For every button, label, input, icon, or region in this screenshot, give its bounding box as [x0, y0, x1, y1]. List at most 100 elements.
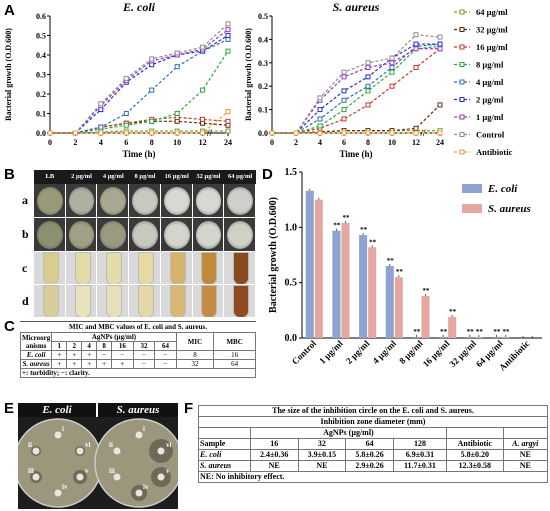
photo-row-label: a [22, 193, 28, 207]
culture-well-photo [192, 184, 225, 218]
culture-well-photo [192, 218, 225, 252]
chart-title: E. coli [122, 0, 156, 14]
y-tick-label: 0.5 [36, 32, 46, 41]
x-axis-label: Time (h) [122, 149, 155, 159]
significance-mark: ** [343, 214, 351, 222]
y-tick-label: 0.5 [258, 12, 268, 21]
culture-tube-photo [224, 252, 256, 285]
culture-tube-photo [97, 252, 130, 285]
panel-label-a: A [4, 2, 15, 19]
mic-cell: − [154, 350, 177, 360]
plate-title-ecoli: E. coli [18, 403, 96, 417]
legend-label-3: 8 µg/ml [476, 60, 504, 70]
panel-label-c: C [4, 318, 15, 335]
x-tick-label: 12 [199, 138, 207, 147]
y-tick-label: 0.2 [258, 82, 268, 91]
legend-marker-1 [459, 27, 465, 32]
mic-conc-header: 16 [111, 341, 134, 351]
series-line-1 [272, 104, 441, 134]
data-point [98, 130, 104, 136]
mic-cell: − [154, 359, 177, 369]
chart-title: S. aureus [333, 0, 380, 14]
agar-well [135, 431, 143, 439]
photo-column-label: 16 µg/ml [164, 173, 189, 180]
significance-mark: ** [449, 308, 457, 316]
legend-label-1: 32 µg/ml [476, 25, 508, 35]
legend-label-2: 16 µg/ml [476, 42, 508, 52]
zone-value: 5.8±0.20 [446, 449, 504, 461]
data-point [389, 55, 395, 61]
zone-column-header: 16 [249, 438, 299, 450]
data-point [389, 130, 395, 136]
data-point [437, 41, 443, 47]
data-point [437, 102, 443, 108]
photo-column-label: 4 µg/ml [102, 173, 124, 180]
series-line-5 [272, 43, 440, 134]
data-point [413, 64, 419, 70]
data-point [341, 69, 347, 75]
data-point [413, 46, 419, 52]
series-line-2 [50, 116, 229, 134]
mic-conc-header: 1 [51, 341, 68, 351]
data-point [365, 130, 371, 136]
significance-mark: ** [333, 222, 341, 230]
bar-0 [465, 336, 474, 338]
bar-0 [385, 266, 394, 338]
zone-column-header: Sample [198, 438, 251, 450]
mic-conc-header: 8 [96, 341, 113, 351]
data-point [437, 46, 443, 52]
data-point [225, 21, 231, 27]
well-label: ii [109, 441, 113, 449]
culture-tube-photo [192, 252, 225, 285]
bar-1 [368, 247, 377, 338]
agar-well [54, 431, 62, 439]
series-line-7 [272, 34, 441, 134]
data-point [341, 88, 347, 94]
culture-well-photo [34, 218, 66, 252]
well-label: iv [62, 483, 68, 491]
y-tick-label: 0.3 [258, 59, 268, 68]
data-point [149, 56, 155, 62]
panel-label-d: D [262, 166, 273, 183]
x-tick-label: 24 [224, 138, 232, 147]
zone-value: NE [297, 460, 347, 472]
series-line-6 [272, 48, 440, 134]
significance-mark: ** [503, 328, 511, 336]
well-label: i [62, 425, 64, 433]
bar-0 [332, 230, 341, 338]
significance-mark: ** [413, 328, 421, 336]
legend-marker-5 [459, 97, 465, 102]
y-axis-label: Bacterial growth (O.D.600) [268, 197, 279, 313]
data-point [341, 116, 347, 122]
mic-cell: − [132, 359, 156, 369]
zone-table-note: NE: No inhibitory effect. [198, 471, 548, 483]
data-point [225, 48, 231, 54]
culture-well-photo [224, 184, 256, 218]
agar-well [157, 447, 165, 455]
plate-title-saureus: S. aureus [98, 403, 178, 417]
x-axis-label: Time (h) [339, 149, 372, 159]
data-point [389, 60, 395, 66]
mic-cell: − [96, 350, 113, 360]
legend-label-8: Antibiotic [476, 147, 513, 157]
x-tick-label: 12 [412, 138, 420, 147]
mic-conc-header: 4 [81, 341, 98, 351]
y-tick-label: 0.0 [285, 333, 298, 344]
well-label: vi [85, 441, 91, 449]
y-tick-label: 0.5 [285, 278, 298, 289]
well-label: vi [166, 441, 172, 449]
series-line-4 [272, 43, 441, 134]
data-point [200, 116, 206, 122]
photo-column-label: 32 µg/ml [196, 173, 221, 180]
significance-mark: ** [493, 328, 501, 336]
culture-well-photo [160, 218, 193, 252]
data-point [317, 130, 323, 136]
zone-value: 12.3±0.58 [446, 460, 504, 472]
zone-value: NE [249, 460, 299, 472]
x-tick-label: 24 [436, 138, 444, 147]
data-point [72, 130, 78, 136]
culture-well-photo [224, 218, 256, 252]
data-point [341, 74, 347, 80]
series-line-0 [272, 130, 440, 134]
